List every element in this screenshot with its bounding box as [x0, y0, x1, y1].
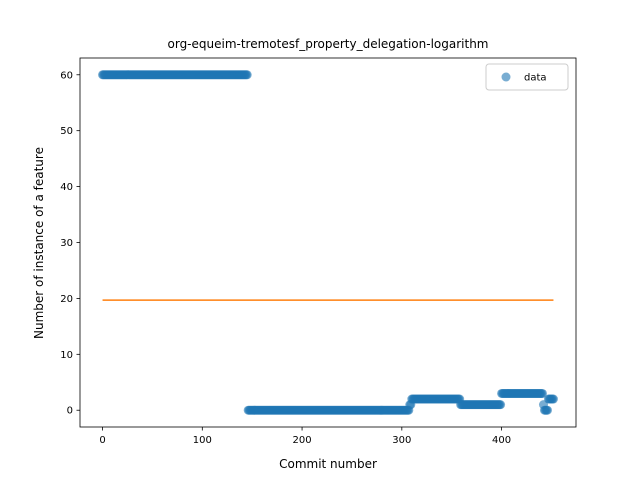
x-axis-label: Commit number [279, 457, 377, 471]
data-point [549, 395, 558, 404]
x-tick-label: 400 [492, 435, 511, 446]
legend: data [486, 64, 568, 90]
y-tick-label: 30 [60, 238, 73, 249]
y-tick-label: 20 [60, 294, 73, 305]
data-point [243, 70, 252, 79]
y-tick-label: 0 [67, 406, 73, 417]
data-point [496, 400, 505, 409]
x-tick-label: 200 [293, 435, 312, 446]
x-tick-label: 300 [392, 435, 411, 446]
data-point [543, 406, 552, 415]
chart-title: org-equeim-tremotesf_property_delegation… [168, 37, 489, 51]
legend-marker [502, 73, 511, 82]
y-tick-label: 40 [60, 182, 73, 193]
y-axis-label: Number of instance of a feature [32, 147, 46, 339]
y-tick-label: 50 [60, 126, 73, 137]
legend-label: data [524, 73, 547, 84]
y-tick-label: 60 [60, 70, 73, 81]
y-tick-label: 10 [60, 350, 73, 361]
x-tick-label: 100 [193, 435, 212, 446]
x-tick-label: 0 [99, 435, 105, 446]
